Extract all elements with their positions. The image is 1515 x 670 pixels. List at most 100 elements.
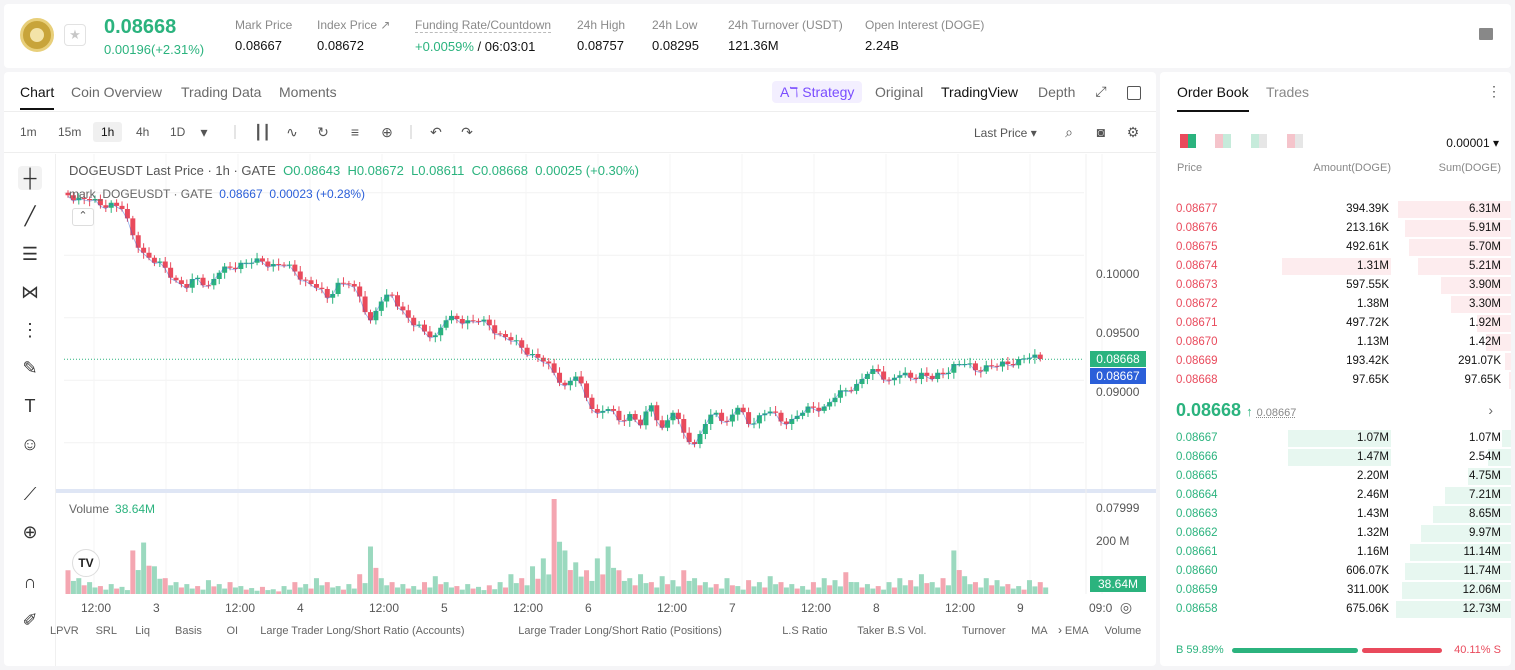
bid-row[interactable]: 0.08663 1.43M 8.65M <box>1160 505 1511 524</box>
indicator-item[interactable]: SRL <box>95 625 117 637</box>
price-chart[interactable] <box>56 154 1156 666</box>
search-icon[interactable]: ⌕ <box>1065 124 1073 140</box>
y-tick: 0.07999 <box>1096 501 1140 515</box>
add-indicator-icon[interactable]: ⊕ <box>381 124 393 140</box>
bid-row[interactable]: 0.08667 1.07M 1.07M <box>1160 429 1511 448</box>
horizontal-lines-icon[interactable]: ☰ <box>21 244 39 264</box>
indicator-item[interactable]: Volume <box>1104 625 1142 637</box>
bid-row[interactable]: 0.08658 675.06K 12.73M <box>1160 600 1511 619</box>
ask-row[interactable]: 0.08674 1.31M 5.21M <box>1160 257 1511 276</box>
window-icon[interactable] <box>1127 86 1141 100</box>
settings-list-icon[interactable]: ≡ <box>350 124 360 140</box>
legend-collapse-button[interactable]: ⌃ <box>72 208 94 226</box>
text-icon[interactable]: T <box>24 396 36 416</box>
bid-row[interactable]: 0.08659 311.00K 12.06M <box>1160 581 1511 600</box>
tf-1h[interactable]: 1h <box>93 122 123 142</box>
layout-split-icon[interactable] <box>1215 134 1231 148</box>
book-icon[interactable] <box>1479 28 1493 40</box>
indicator-item[interactable]: Taker B.S Vol. <box>857 625 927 637</box>
chevron-right-icon[interactable]: › <box>1488 402 1493 418</box>
tab-trading-data[interactable]: Trading Data <box>181 84 262 100</box>
stat-value: 0.08757 <box>577 38 624 53</box>
reset-icon[interactable]: ◎ <box>1119 599 1133 615</box>
indicator-item[interactable]: Large Trader Long/Short Ratio (Positions… <box>518 625 722 637</box>
ask-row[interactable]: 0.08672 1.38M 3.30M <box>1160 295 1511 314</box>
ask-row[interactable]: 0.08671 497.72K 1.92M <box>1160 314 1511 333</box>
redo-icon[interactable]: ↷ <box>461 124 473 140</box>
gear-icon[interactable]: ⚙ <box>1126 124 1140 140</box>
ask-row[interactable]: 0.08677 394.39K 6.31M <box>1160 200 1511 219</box>
indicator-item[interactable]: Large Trader Long/Short Ratio (Accounts) <box>260 625 465 637</box>
magnet-icon[interactable]: ∩ <box>23 572 37 592</box>
tf-1d[interactable]: 1D <box>170 125 186 139</box>
more-icon[interactable]: ⋮ <box>1487 83 1501 99</box>
ask-row[interactable]: 0.08675 492.61K 5.70M <box>1160 238 1511 257</box>
indicator-scroll-icon[interactable]: › <box>1058 623 1062 637</box>
bid-row[interactable]: 0.08660 606.07K 11.74M <box>1160 562 1511 581</box>
undo-icon[interactable]: ↶ <box>430 124 442 140</box>
indicator-item[interactable]: LPVR <box>50 625 79 637</box>
tab-order-book[interactable]: Order Book <box>1177 84 1249 112</box>
layout-asks-icon[interactable] <box>1287 134 1303 148</box>
mid-price[interactable]: 0.08668 ↑ 0.08667 <box>1176 400 1296 421</box>
indicator-item[interactable]: L.S Ratio <box>782 625 828 637</box>
bid-row[interactable]: 0.08666 1.47M 2.54M <box>1160 448 1511 467</box>
bid-row[interactable]: 0.08661 1.16M 11.14M <box>1160 543 1511 562</box>
tab-depth[interactable]: Depth <box>1038 84 1076 100</box>
strategy-button[interactable]: Aℸ Strategy <box>772 81 863 103</box>
candle-body <box>324 289 330 298</box>
candle-body <box>178 280 184 284</box>
bid-row[interactable]: 0.08664 2.46M 7.21M <box>1160 486 1511 505</box>
indicator-item[interactable]: Liq <box>135 625 150 637</box>
tab-moments[interactable]: Moments <box>279 84 337 100</box>
expand-icon[interactable]: ⤢ <box>1095 83 1107 99</box>
crosshair-icon[interactable]: ┼ <box>18 166 42 190</box>
candle-type-icon[interactable]: ┃┃ <box>254 124 271 140</box>
tradingview-logo[interactable]: TV <box>72 549 100 577</box>
layout-bids-icon[interactable] <box>1251 134 1267 148</box>
tab-chart[interactable]: Chart <box>20 84 55 110</box>
indicator-item[interactable]: Turnover <box>961 625 1006 637</box>
emoji-icon[interactable]: ☺ <box>20 434 40 454</box>
ask-row[interactable]: 0.08670 1.13M 1.42M <box>1160 333 1511 352</box>
indicator-item[interactable]: Basis <box>175 625 202 637</box>
precision-select[interactable]: 0.00001 ▾ <box>1446 136 1499 150</box>
camera-icon[interactable]: ◙ <box>1096 124 1106 140</box>
candle-body <box>870 369 876 374</box>
indicators-icon[interactable]: ∿ <box>286 124 298 140</box>
volume-bar <box>627 578 633 594</box>
ruler-icon[interactable]: ⟋ <box>23 484 37 504</box>
stat-funding-rate[interactable]: Funding Rate/Countdown +0.0059% / 06:03:… <box>415 18 552 54</box>
pattern-icon[interactable]: ⋈ <box>21 282 39 302</box>
indicator-item[interactable]: OI <box>226 625 239 637</box>
tab-tradingview[interactable]: TradingView <box>941 84 1019 100</box>
ask-row[interactable]: 0.08669 193.42K 291.07K <box>1160 352 1511 371</box>
stat-index-price[interactable]: Index Price ↗ 0.08672 <box>317 18 390 53</box>
candle-body <box>513 340 519 342</box>
fib-icon[interactable]: ⋮ <box>21 320 39 340</box>
tab-trades[interactable]: Trades <box>1266 84 1310 100</box>
brush-icon[interactable]: ✎ <box>22 358 38 378</box>
ask-row[interactable]: 0.08673 597.55K 3.90M <box>1160 276 1511 295</box>
bid-row[interactable]: 0.08662 1.32M 9.97M <box>1160 524 1511 543</box>
bid-row[interactable]: 0.08665 2.20M 4.75M <box>1160 467 1511 486</box>
replay-icon[interactable]: ↻ <box>317 124 329 140</box>
ask-row[interactable]: 0.08676 213.16K 5.91M <box>1160 219 1511 238</box>
zoom-icon[interactable]: ⊕ <box>22 522 38 542</box>
tab-coin-overview[interactable]: Coin Overview <box>71 84 163 100</box>
trendline-icon[interactable]: ╱ <box>24 206 36 226</box>
ask-row[interactable]: 0.08668 97.65K 97.65K <box>1160 371 1511 390</box>
layout-both-icon[interactable] <box>1180 134 1196 148</box>
indicator-item[interactable]: EMA <box>1064 625 1089 637</box>
chart-area[interactable]: DOGEUSDT Last Price · 1h · GATE O0.08643… <box>56 154 1156 666</box>
tf-15m[interactable]: 15m <box>58 125 82 139</box>
tab-original[interactable]: Original <box>875 84 924 100</box>
timeframe-dropdown-icon[interactable]: ▾ <box>200 124 208 140</box>
tf-4h[interactable]: 4h <box>136 125 150 139</box>
pencil-icon[interactable]: ✐ <box>22 610 38 630</box>
indicator-item[interactable]: MA <box>1031 625 1048 637</box>
row-price: 0.08665 <box>1176 470 1218 482</box>
tf-1m[interactable]: 1m <box>20 125 37 139</box>
price-type-select[interactable]: Last Price ▾ <box>974 126 1037 140</box>
favorite-star-icon[interactable]: ★ <box>64 24 86 46</box>
